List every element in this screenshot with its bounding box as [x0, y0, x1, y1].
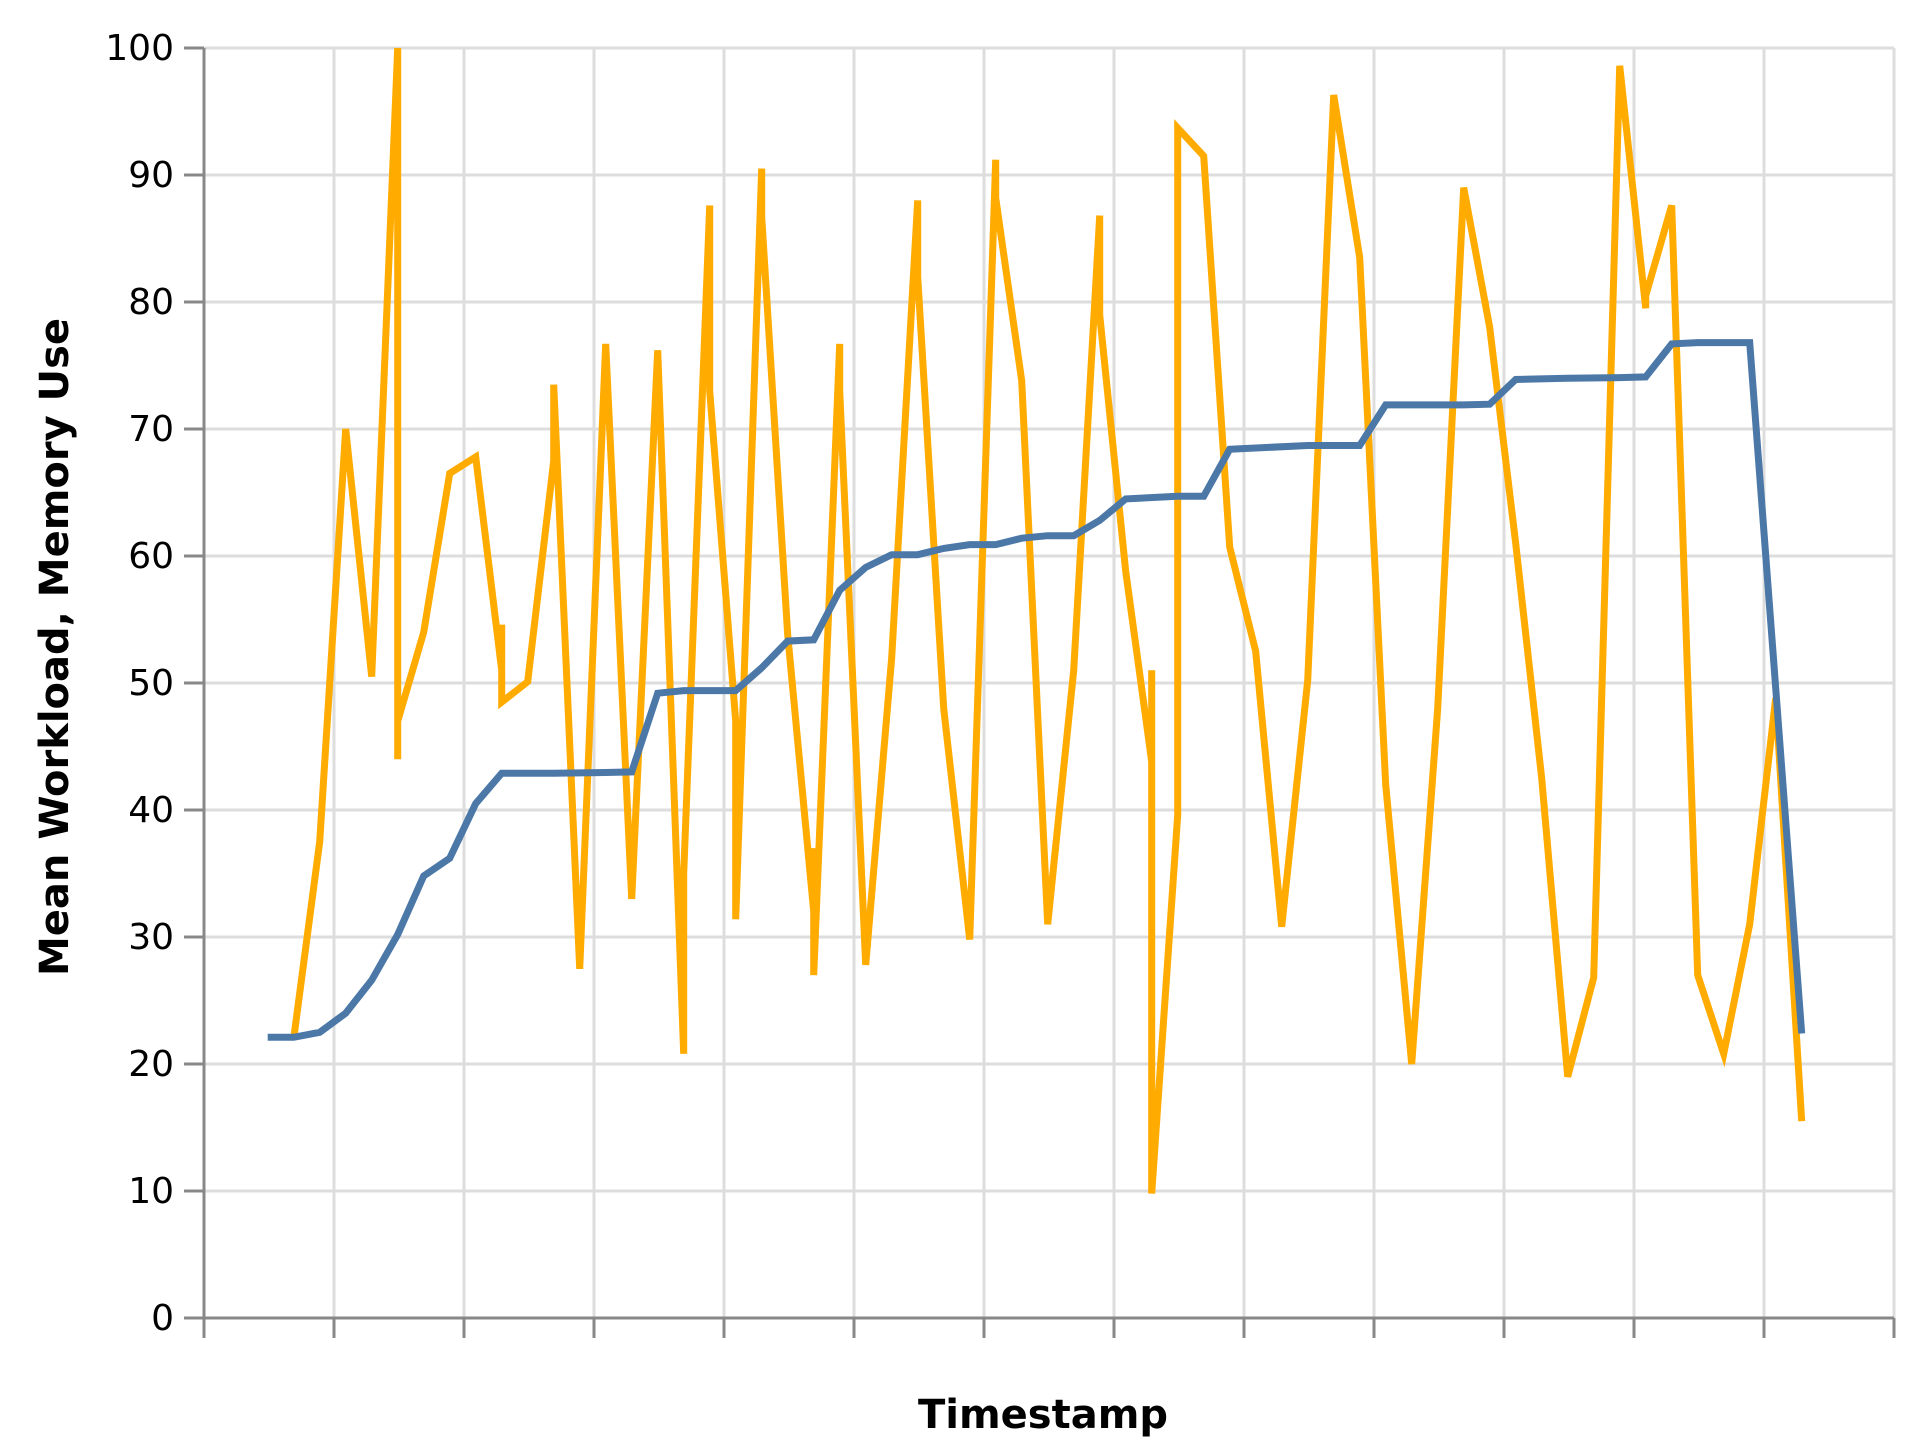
y-tick-label: 90 — [128, 155, 174, 196]
series-line-1 — [290, 47, 1806, 1194]
y-tick-label: 10 — [128, 1171, 174, 1212]
y-tick-label: 30 — [128, 917, 174, 958]
axes: 0 10 20 30 40 50 60 70 80 90 100 — [105, 28, 1896, 1339]
y-tick-label: 100 — [105, 28, 174, 69]
y-axis-title: Mean Workload, Memory Use — [32, 318, 78, 976]
series-line-2 — [267, 339, 1806, 1041]
y-tick-label: 80 — [128, 282, 174, 323]
y-tick-label: 0 — [151, 1298, 174, 1339]
y-tick-label: 60 — [128, 536, 174, 577]
y-tick-label: 70 — [128, 409, 174, 450]
y-tick-label: 50 — [128, 663, 174, 704]
y-tick-label: 40 — [128, 790, 174, 831]
x-axis-title: Timestamp — [918, 1392, 1168, 1438]
series — [267, 47, 1806, 1194]
y-tick-label: 20 — [128, 1044, 174, 1085]
